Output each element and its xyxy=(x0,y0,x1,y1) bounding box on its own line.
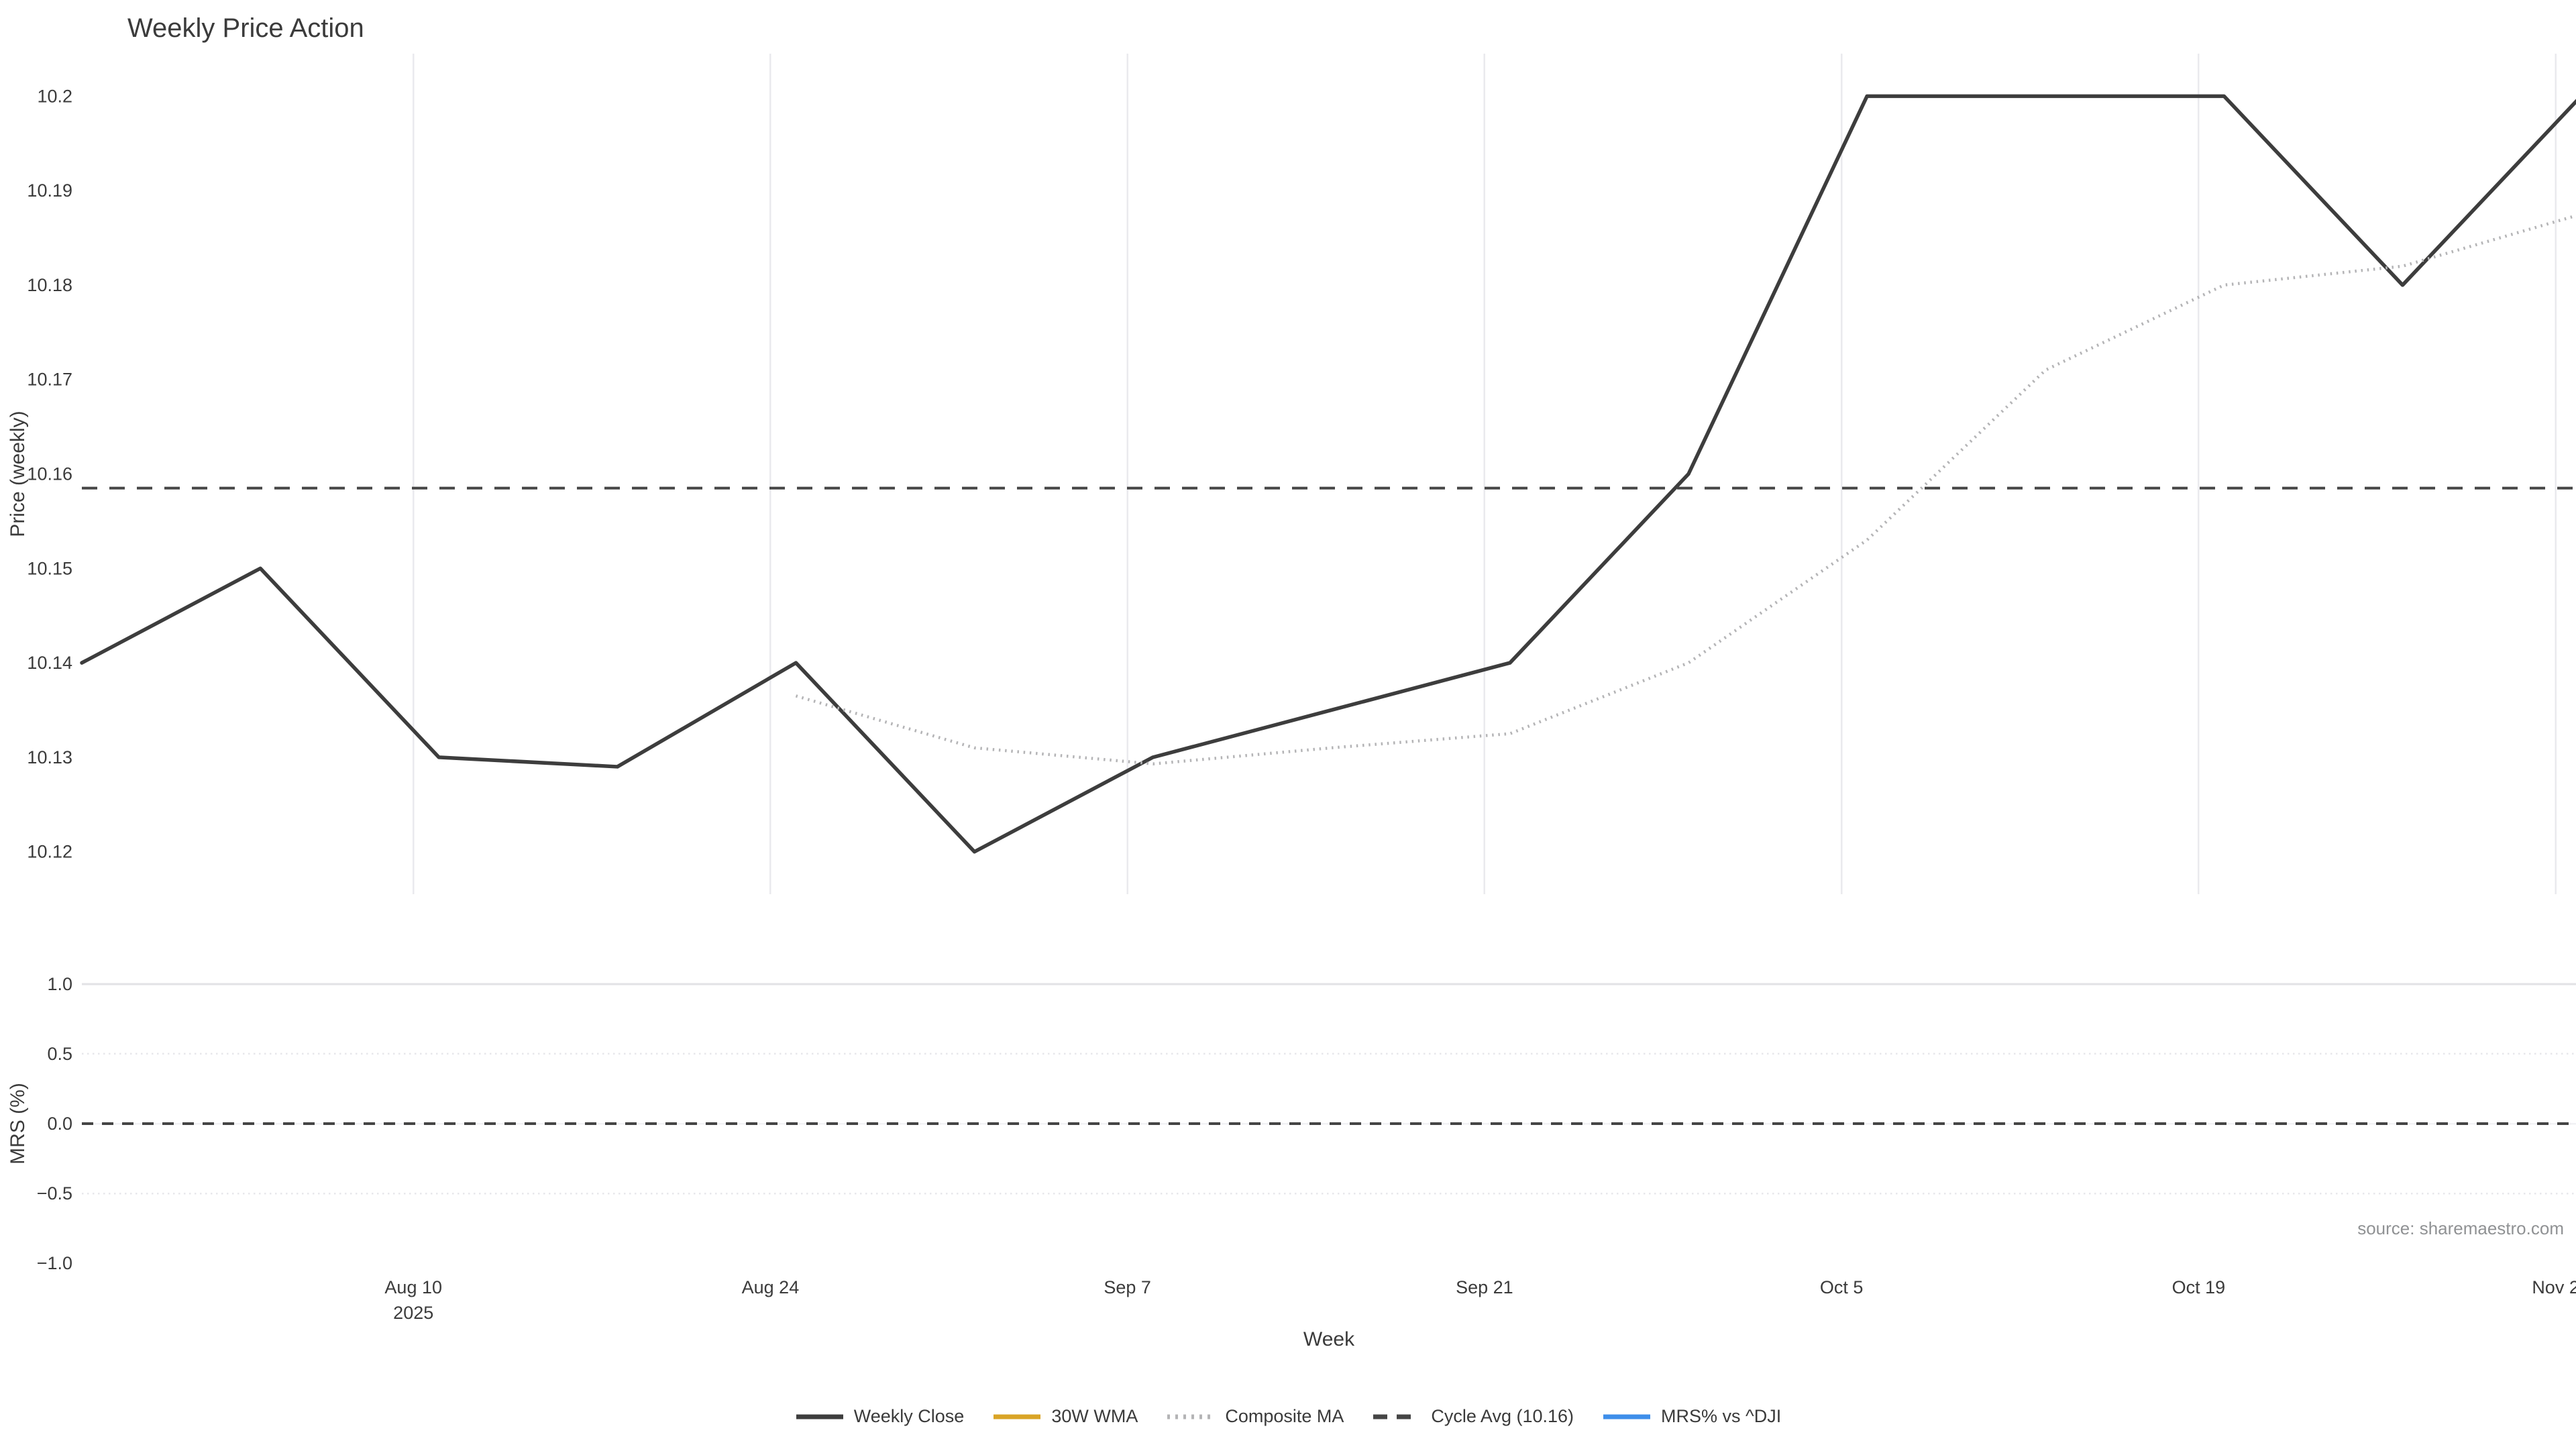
source-note: source: sharemaestro.com xyxy=(2357,1218,2564,1238)
legend-swatch-solid-icon xyxy=(796,1414,843,1419)
legend-item-weekly-close[interactable]: Weekly Close xyxy=(795,1406,965,1427)
legend-swatch-solid-icon xyxy=(994,1414,1041,1419)
price-axis-title: Price (weekly) xyxy=(7,411,29,537)
mrs-y-tick-label: −1.0 xyxy=(37,1253,72,1273)
mrs-y-tick-label: −0.5 xyxy=(37,1183,72,1203)
legend: Weekly Close 30W WMA Composite MA Cycle Avg… xyxy=(0,1406,2576,1427)
chart-title: Weekly Price Action xyxy=(127,13,364,43)
legend-item-mrs-vs-dji[interactable]: MRS% vs ^DJI xyxy=(1602,1406,1781,1427)
x-tick-label: Aug 24 xyxy=(742,1277,800,1297)
x-axis-title: Week xyxy=(1303,1328,1355,1350)
x-tick-label: Oct 19 xyxy=(2172,1277,2226,1297)
x-tick-label: Oct 5 xyxy=(1820,1277,1864,1297)
x-tick-label: Sep 7 xyxy=(1104,1277,1151,1297)
legend-item-label: Cycle Avg (10.16) xyxy=(1431,1406,1574,1426)
legend-item-label: 30W WMA xyxy=(1051,1406,1138,1426)
x-tick-label: Nov 2 xyxy=(2532,1277,2576,1297)
mrs-y-tick-label: 0.5 xyxy=(47,1044,72,1064)
price-y-tick-label: 10.18 xyxy=(27,275,72,295)
mrs-axis-title: MRS (%) xyxy=(7,1083,29,1165)
legend-item-label: MRS% vs ^DJI xyxy=(1661,1406,1782,1426)
x-tick-label: Sep 21 xyxy=(1456,1277,1513,1297)
x-tick-label: Aug 10 2025 xyxy=(384,1277,442,1323)
legend-item-30w-wma[interactable]: 30W WMA xyxy=(992,1406,1138,1427)
legend-item-label: Weekly Close xyxy=(853,1406,965,1426)
price-y-tick-label: 10.13 xyxy=(27,747,72,767)
legend-swatch-dotted-icon xyxy=(1167,1414,1215,1419)
price-y-tick-label: 10.17 xyxy=(27,370,72,390)
price-y-tick-label: 10.19 xyxy=(27,180,72,201)
legend-item-cycle-avg-10-16[interactable]: Cycle Avg (10.16) xyxy=(1372,1406,1574,1427)
price-y-tick-label: 10.14 xyxy=(27,653,72,673)
legend-item-composite-ma[interactable]: Composite MA xyxy=(1166,1406,1344,1427)
mrs-y-tick-label: 0.0 xyxy=(47,1114,72,1134)
legend-swatch-solid-icon xyxy=(1603,1414,1651,1419)
weekly-close-line xyxy=(80,94,2576,854)
price-y-tick-label: 10.16 xyxy=(27,464,72,484)
legend-item-label: Composite MA xyxy=(1225,1406,1344,1426)
price-y-tick-label: 10.15 xyxy=(27,558,72,578)
mrs-y-tick-label: 1.0 xyxy=(47,974,72,994)
price-y-tick-label: 10.2 xyxy=(37,86,72,106)
legend-swatch-dashed-icon xyxy=(1373,1414,1421,1419)
price-y-tick-label: 10.12 xyxy=(27,842,72,862)
